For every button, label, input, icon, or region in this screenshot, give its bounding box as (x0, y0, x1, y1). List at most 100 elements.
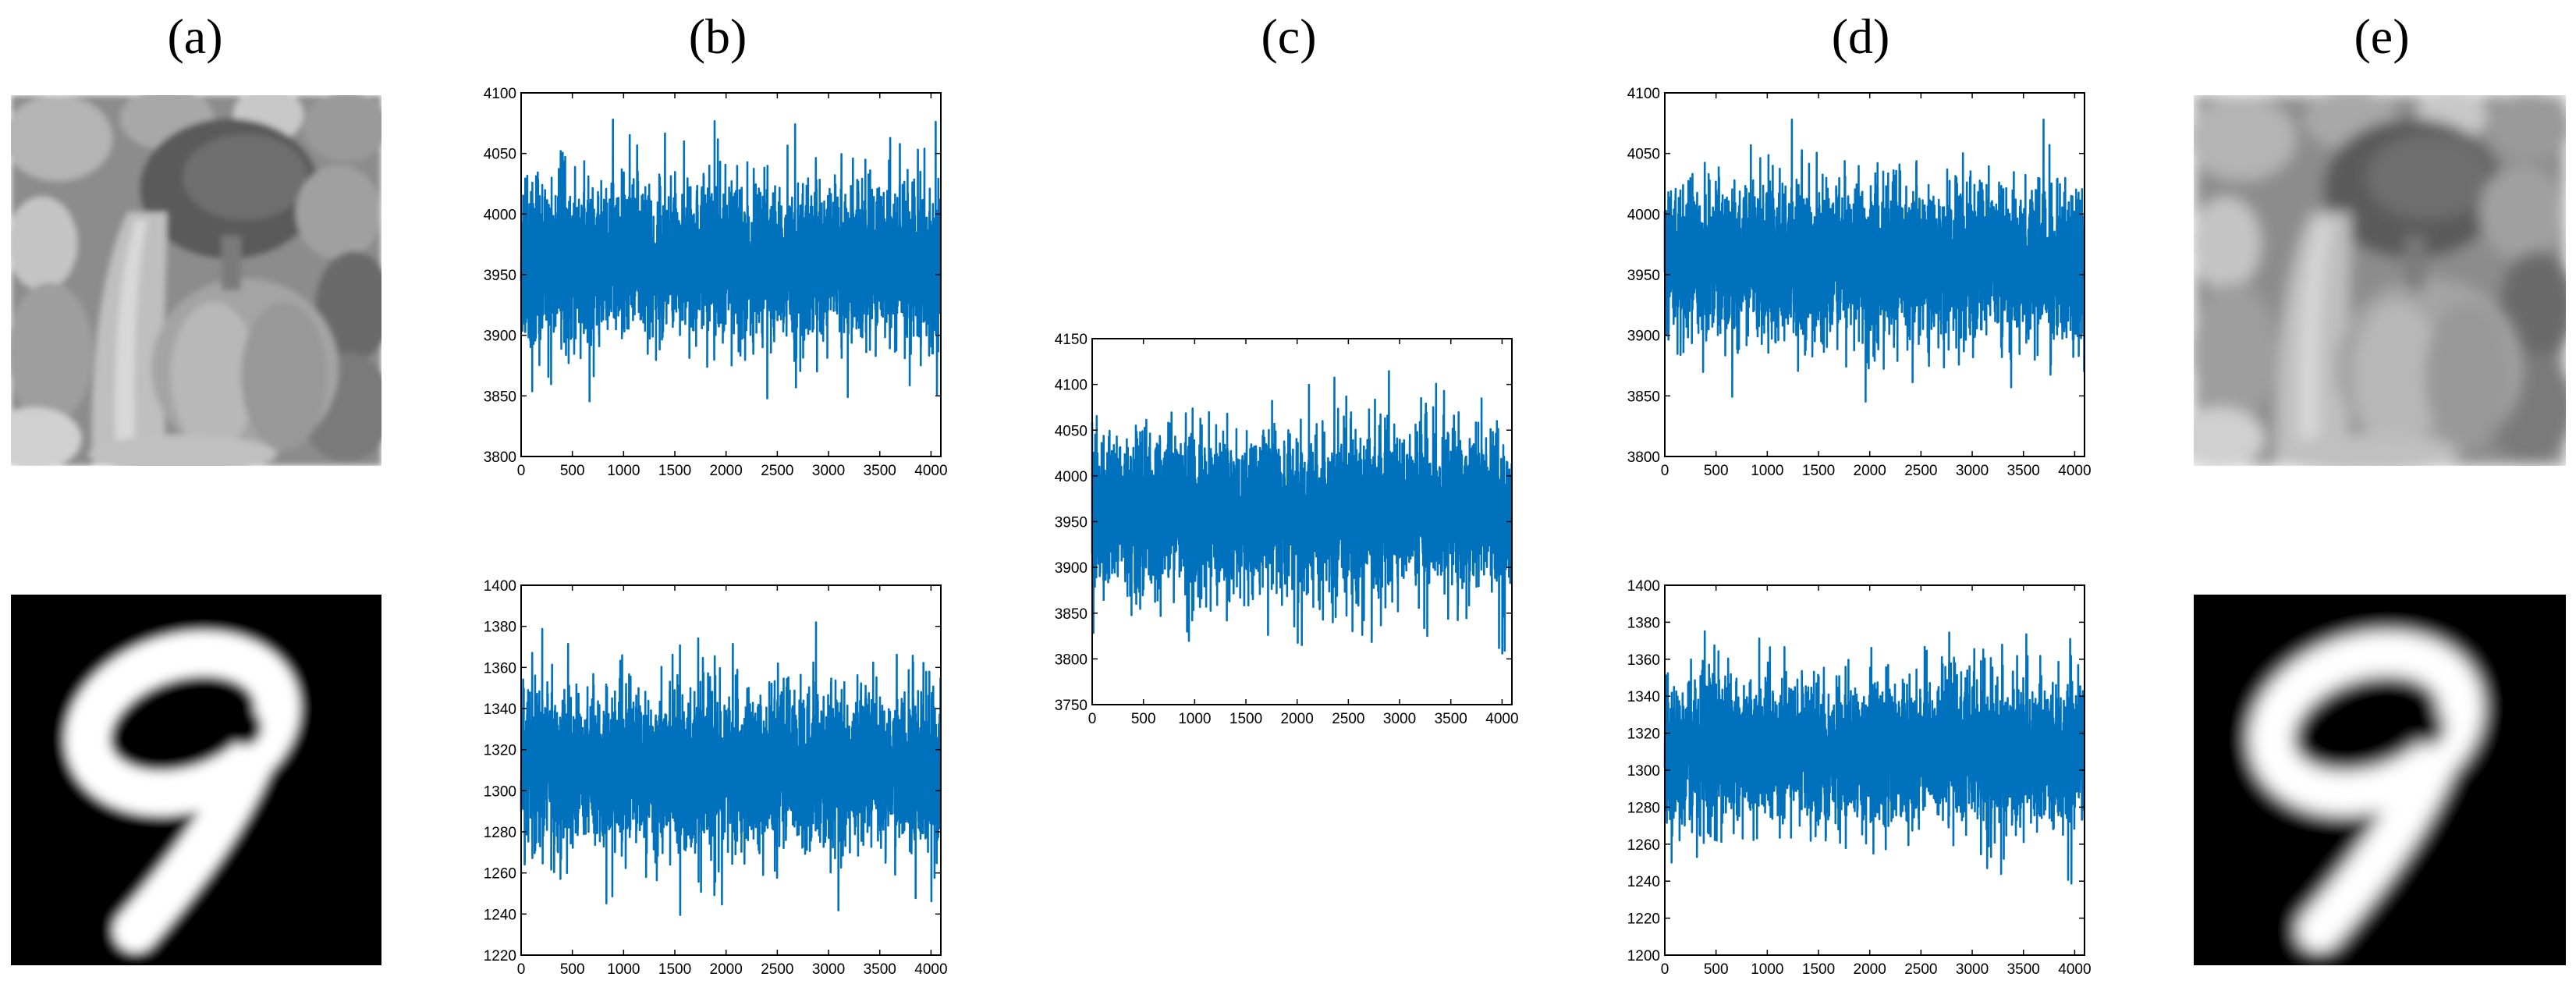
x-tick-label: 1500 (1802, 961, 1835, 978)
y-tick-label: 4000 (1627, 207, 1660, 223)
signal-chart-c: 0 500 1000 1500 2000 2500 3000 3500 4000 3750 3800… (1055, 332, 1519, 727)
x-tick-label: 0 (1661, 463, 1669, 479)
x-tick-label: 0 (1661, 961, 1669, 978)
x-tick-label: 2000 (1854, 961, 1886, 978)
panel-label-a: (a) (167, 9, 222, 64)
x-tick-label: 3500 (864, 961, 896, 978)
x-tick-label: 3500 (864, 463, 896, 479)
y-tick-label: 1340 (1627, 689, 1660, 705)
y-tick-label: 3950 (484, 268, 516, 284)
x-tick-label: 2500 (761, 961, 793, 978)
x-tick-label: 4000 (914, 961, 947, 978)
digit-original-image (11, 595, 381, 965)
x-tick-label: 500 (560, 463, 585, 479)
y-tick-label: 1260 (1627, 837, 1660, 854)
y-tick-label: 1300 (1627, 763, 1660, 780)
peppers-reconstructed-image (2194, 95, 2566, 466)
y-tick-label: 1320 (484, 743, 516, 759)
y-tick-label: 1280 (484, 825, 516, 841)
y-tick-label: 3900 (484, 329, 516, 345)
y-tick-label: 1200 (1627, 948, 1660, 964)
y-tick-label: 3750 (1055, 698, 1088, 714)
signal-chart-b-top: 0 500 1000 1500 2000 2500 3000 3500 4000 3800 3850… (484, 86, 948, 479)
signal-line-0 (1663, 630, 2085, 885)
y-tick-label: 1240 (1627, 874, 1660, 890)
y-tick-label: 1220 (1627, 911, 1660, 928)
x-tick-label: 1500 (658, 961, 691, 978)
x-tick-label: 2000 (1854, 463, 1886, 479)
y-tick-label: 4100 (1055, 378, 1088, 394)
panel-label-e: (e) (2354, 9, 2409, 64)
x-tick-label: 3500 (2007, 961, 2040, 978)
y-tick-label: 4000 (484, 207, 516, 223)
y-tick-label: 3850 (1627, 389, 1660, 405)
panel-label-c: (c) (1261, 9, 1316, 64)
panel-label-b: (b) (689, 9, 747, 64)
x-tick-label: 0 (1088, 711, 1097, 727)
x-tick-label: 4000 (2058, 463, 2091, 479)
x-tick-label: 3500 (2007, 463, 2040, 479)
x-tick-label: 2500 (1904, 961, 1937, 978)
y-tick-label: 1380 (484, 620, 516, 636)
panel-label-d: (d) (1832, 9, 1890, 64)
y-tick-label: 1400 (1627, 578, 1660, 595)
y-tick-label: 3900 (1627, 329, 1660, 345)
x-tick-label: 2000 (710, 961, 743, 978)
x-tick-label: 3000 (812, 961, 845, 978)
y-tick-label: 4100 (1627, 86, 1660, 102)
x-tick-label: 1500 (1229, 711, 1262, 727)
y-tick-label: 4050 (1055, 423, 1088, 439)
x-tick-label: 3000 (1956, 961, 1989, 978)
x-tick-label: 2500 (761, 463, 793, 479)
signal-chart-d-bottom: 0 500 1000 1500 2000 2500 3000 3500 4000 1200 1220… (1627, 578, 2092, 978)
y-tick-label: 3950 (1627, 268, 1660, 284)
x-tick-label: 1000 (1751, 463, 1783, 479)
y-tick-label: 1300 (484, 783, 516, 800)
y-tick-label: 3800 (484, 449, 516, 466)
x-tick-label: 500 (1704, 463, 1729, 479)
y-tick-label: 3900 (1055, 560, 1088, 577)
x-tick-label: 1000 (1178, 711, 1211, 727)
signal-line-0 (1663, 118, 2085, 403)
x-tick-label: 1000 (1751, 961, 1783, 978)
y-tick-label: 4150 (1055, 332, 1088, 348)
x-tick-label: 500 (560, 961, 585, 978)
y-tick-label: 4050 (484, 147, 516, 163)
y-tick-label: 1320 (1627, 726, 1660, 743)
signal-line-0 (520, 118, 942, 403)
y-tick-label: 1380 (1627, 615, 1660, 631)
y-tick-label: 3950 (1055, 515, 1088, 531)
peppers-original-image (11, 95, 381, 466)
digit-reconstructed-image (2194, 595, 2566, 965)
x-tick-label: 2500 (1332, 711, 1364, 727)
x-tick-label: 3000 (812, 463, 845, 479)
x-tick-label: 1500 (1802, 463, 1835, 479)
signal-line-0 (1091, 370, 1513, 655)
x-tick-label: 4000 (2058, 961, 2091, 978)
y-tick-label: 3800 (1055, 652, 1088, 668)
x-tick-label: 4000 (1485, 711, 1518, 727)
x-tick-label: 1500 (658, 463, 691, 479)
x-tick-label: 2000 (710, 463, 743, 479)
y-tick-label: 3850 (1055, 606, 1088, 623)
y-tick-label: 1240 (484, 907, 516, 923)
x-tick-label: 1000 (607, 463, 640, 479)
y-tick-label: 1280 (1627, 800, 1660, 816)
y-tick-label: 1360 (484, 660, 516, 677)
x-tick-label: 2000 (1281, 711, 1314, 727)
y-tick-label: 1400 (484, 578, 516, 595)
x-tick-label: 0 (517, 463, 526, 479)
x-tick-label: 0 (517, 961, 526, 978)
y-tick-label: 4100 (484, 86, 516, 102)
plot-frame (520, 584, 942, 956)
y-tick-label: 3850 (484, 389, 516, 405)
x-tick-label: 500 (1131, 711, 1156, 727)
signal-chart-d-top: 0 500 1000 1500 2000 2500 3000 3500 4000 3800 3850… (1627, 86, 2092, 479)
x-tick-label: 3000 (1956, 463, 1989, 479)
signal-line-0 (520, 621, 942, 916)
y-tick-label: 1220 (484, 948, 516, 964)
x-tick-label: 2500 (1904, 463, 1937, 479)
x-tick-label: 3000 (1383, 711, 1416, 727)
x-tick-label: 3500 (1435, 711, 1467, 727)
